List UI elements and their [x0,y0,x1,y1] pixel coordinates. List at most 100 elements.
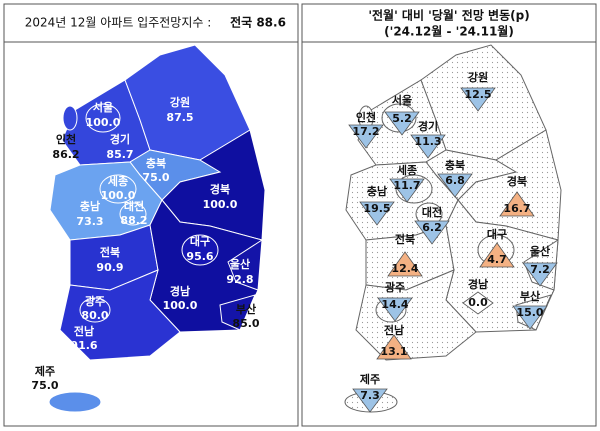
region-name: 부산 [520,289,540,303]
change-value: 15.0 [516,306,543,319]
change-value: 11.7 [393,179,420,192]
change-indicator [384,111,420,136]
region-name: 제주 [360,372,380,386]
change-indicator [387,251,423,277]
region-shape [355,269,477,361]
region-value: 85.0 [232,317,259,330]
region-name: 충북 [146,156,166,170]
region-value: 92.8 [226,273,253,286]
change-indicator [460,87,496,112]
region-name: 광주 [85,295,105,308]
region-value: 100.0 [163,299,198,312]
change-value: 6.2 [422,221,442,234]
region-shape [219,294,256,331]
change-indicator [359,201,395,226]
region-name: 충남 [367,184,387,198]
change-indicator [414,220,450,245]
region-name: 대전 [124,199,144,213]
change-value: 6.8 [445,174,465,187]
region-name: 경기 [418,119,438,133]
region-name: 경남 [468,277,488,291]
region-name: 인천 [56,132,76,146]
region-name: 세종 [108,174,128,188]
region-value: 87.5 [166,111,193,124]
region-name: 울산 [230,257,250,271]
region-value: 95.6 [186,250,213,263]
change-indicator [389,178,425,203]
change-indicator [437,173,473,198]
change-indicator [512,305,548,330]
change-indicator [410,134,446,159]
region-name: 대구 [487,227,507,241]
region-name: 전북 [100,245,120,259]
region-name: 경북 [507,174,527,188]
region-value: 80.0 [81,309,108,322]
change-value: 4.7 [487,253,507,266]
region-name: 대구 [190,234,210,248]
region-name: 울산 [530,244,550,258]
region-name: 대전 [422,205,442,219]
region-shape [227,239,263,291]
change-indicator [462,291,494,315]
region-name: 세종 [397,163,417,177]
region-name: 서울 [93,100,113,114]
region-value: 91.6 [70,339,97,352]
region-value: 100.0 [101,189,136,202]
change-value: 7.3 [360,389,380,402]
right-title: '전월' 대비 '당월' 전망 변동(p) [368,8,529,23]
change-indicator [479,242,515,268]
region-value: 86.2 [52,148,79,161]
region-value: 100.0 [86,116,121,129]
change-indicator [522,262,558,287]
region-name: 경기 [110,132,130,146]
region-name: 광주 [385,281,405,294]
region-name: 충남 [80,199,100,213]
region-name: 서울 [392,93,412,107]
region-shape [85,103,121,133]
region-name: 강원 [468,70,488,84]
change-value: 12.5 [464,88,491,101]
region-name: 전북 [395,232,415,246]
region-name: 강원 [170,95,190,109]
change-value: 12.4 [391,262,418,275]
region-value: 90.9 [96,261,123,274]
change-indicator [376,334,412,360]
region-shape [48,391,102,413]
region-shape [62,105,78,131]
right-subtitle: ('24.12월 - '24.11월) [384,24,514,39]
region-name: 충북 [445,158,465,172]
region-value: 73.3 [76,215,103,228]
change-indicator [352,388,388,413]
region-shape [59,269,181,361]
region-shape [181,234,219,266]
region-name: 전남 [74,324,94,338]
region-value: 88.2 [120,214,147,227]
region-value: 75.0 [142,171,169,184]
region-value: 85.7 [106,148,133,161]
region-name: 경남 [170,284,190,298]
change-value: 14.4 [381,298,408,311]
change-value: 17.2 [352,125,379,138]
change-value: 13.1 [380,345,407,358]
region-value: 100.0 [203,198,238,211]
region-shape [99,174,137,204]
region-name: 인천 [356,110,376,124]
region-name: 경북 [210,182,230,196]
region-name: 전남 [384,323,404,337]
left-title: 2024년 12월 아파트 입주전망지수 : [25,16,212,30]
region-shape [79,297,111,323]
change-value: 11.3 [414,135,441,148]
change-indicator [499,191,535,217]
region-shape [119,202,147,226]
left-total: 전국 88.6 [230,15,286,30]
region-name: 제주 [35,364,55,378]
change-indicator [377,297,413,322]
region-value: 75.0 [31,379,58,392]
region-name: 부산 [236,302,256,316]
change-indicator [348,124,384,149]
change-value: 7.2 [530,263,550,276]
change-value: 5.2 [392,112,412,125]
change-value: 16.7 [503,202,530,215]
